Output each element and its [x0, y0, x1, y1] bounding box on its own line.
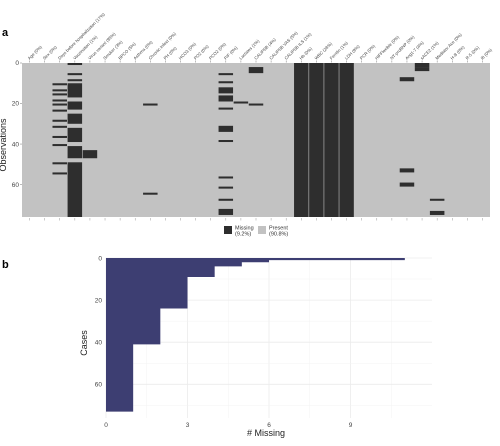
missing-cell: [429, 198, 445, 201]
x-tick-label: 6: [267, 422, 271, 429]
missing-cell: [399, 182, 415, 187]
missing-cell: [52, 125, 67, 128]
missing-cell: [218, 87, 234, 94]
missing-cell: [218, 208, 234, 215]
legend-label: Present: [269, 226, 288, 232]
y-tick-label: 20: [12, 101, 20, 108]
heatmap-present-area: [22, 63, 490, 217]
heatmap-y-axis: 0 20 40 60: [12, 60, 22, 189]
step-chart-y-axis-title: Cases: [79, 330, 89, 356]
missing-cell: [399, 168, 415, 173]
step-chart-axes: 0 3 6 9 0 20 40 60: [95, 255, 353, 429]
missing-cell: [67, 162, 83, 217]
variable-label: Sex (0%): [42, 44, 58, 60]
y-tick-label: 20: [95, 297, 103, 304]
missing-cell: [218, 95, 234, 102]
missing-cell: [218, 73, 234, 76]
missing-cell: [218, 125, 234, 132]
missing-cell: [52, 83, 67, 86]
missing-cell: [143, 103, 158, 106]
missing-cell: [67, 83, 83, 98]
missing-cell: [67, 63, 83, 66]
y-tick-label: 0: [15, 60, 19, 67]
panel-a-label: a: [2, 27, 9, 39]
missing-cell: [52, 103, 67, 106]
missing-cell: [309, 63, 324, 217]
missing-cell: [52, 135, 67, 138]
variable-label: Hb (0%): [298, 46, 313, 61]
missing-cell: [218, 176, 234, 179]
missing-cell: [218, 107, 234, 110]
panel-b-label: b: [2, 259, 9, 271]
y-tick-label: 40: [95, 340, 103, 347]
missing-cell: [324, 63, 339, 217]
variable-label: PH (0%): [163, 45, 178, 60]
missing-cell: [218, 81, 234, 84]
y-tick-label: 60: [12, 182, 20, 189]
heatmap-missing-cells: [52, 63, 445, 217]
missing-per-case-area: [106, 258, 405, 412]
missing-cell: [67, 101, 83, 110]
missing-cell: [339, 63, 354, 217]
variable-label: Mediator Ace (0%): [434, 32, 463, 61]
x-tick-label: 0: [104, 422, 108, 429]
missing-cell: [52, 109, 67, 112]
heatmap-legend: Missing(9.2%) Present(90.8%): [224, 226, 288, 238]
y-tick-label: 40: [12, 141, 20, 148]
missing-cell: [218, 140, 234, 143]
x-tick-label: 3: [186, 422, 190, 429]
missing-cell: [414, 67, 430, 72]
missing-cell: [52, 119, 67, 122]
variable-label: R-5 (0%): [465, 45, 481, 61]
missing-cell: [82, 150, 98, 159]
missing-cell: [143, 192, 158, 195]
missing-cell: [52, 99, 67, 102]
legend-percent: (90.8%): [269, 232, 288, 238]
heatmap-y-axis-title: Observations: [0, 118, 8, 172]
missing-cell: [52, 162, 67, 165]
missing-cell: [67, 127, 83, 143]
missing-cell: [52, 144, 67, 147]
legend-present-swatch: [258, 226, 266, 234]
y-tick-label: 60: [95, 382, 103, 389]
missing-cell: [52, 172, 67, 175]
variable-label: H-B (0%): [449, 44, 465, 60]
missing-cell: [67, 73, 83, 76]
missing-cell: [67, 113, 83, 124]
x-tick-label: 9: [349, 422, 353, 429]
missing-cell: [429, 210, 445, 215]
legend-label: Missing: [235, 226, 254, 232]
panel-a: a Age (0%)Sex (0%) Days before hospitaliz…: [0, 11, 493, 237]
legend-percent: (9.2%): [235, 232, 251, 238]
y-tick-label: 0: [98, 255, 102, 262]
missing-cell: [248, 103, 264, 106]
variable-label: Age (0%): [27, 44, 44, 61]
missing-cell: [399, 77, 415, 82]
missing-cell: [218, 198, 234, 201]
missing-cell: [414, 63, 430, 68]
missing-cell: [67, 146, 83, 159]
missing-cell: [67, 79, 83, 82]
variable-label: I8 (0%): [480, 47, 494, 61]
step-chart-x-axis-title: # Missing: [247, 428, 285, 438]
variable-label: P/F (0%): [223, 45, 239, 61]
panel-b: b 0 3 6 9 0 20 40 60 Cases # Missing: [2, 255, 432, 438]
missing-cell: [52, 93, 67, 96]
missing-cell: [52, 89, 67, 92]
legend-missing-swatch: [224, 226, 232, 234]
missing-cell: [218, 186, 234, 189]
missing-cell: [294, 63, 309, 217]
missing-cell: [233, 101, 249, 104]
missing-cell: [248, 67, 264, 74]
